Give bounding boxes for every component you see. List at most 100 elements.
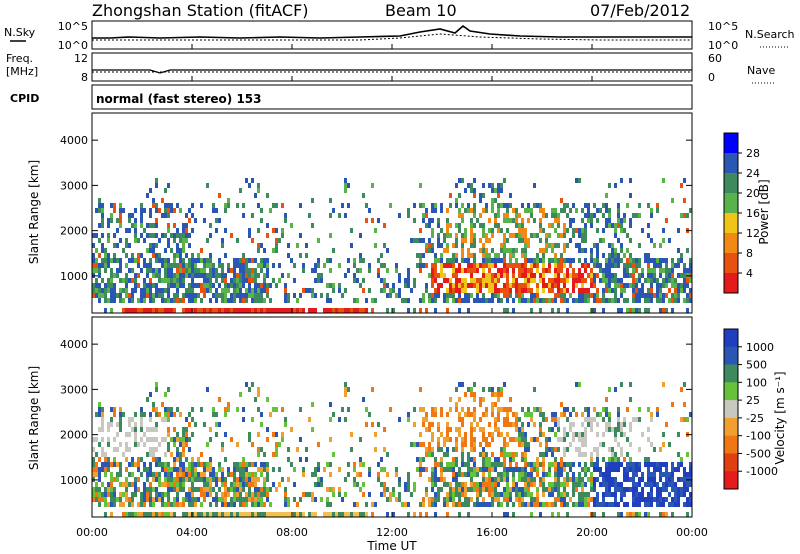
- data-cell: [371, 308, 374, 313]
- data-cell: [446, 218, 449, 223]
- data-cell: [590, 218, 593, 223]
- data-cell: [569, 427, 572, 432]
- data-cell: [92, 462, 95, 467]
- data-cell: [470, 223, 473, 228]
- data-cell: [521, 502, 524, 507]
- data-cell: [95, 283, 98, 288]
- data-cell: [467, 308, 470, 313]
- data-cell: [188, 412, 191, 417]
- data-cell: [431, 228, 434, 233]
- data-cell: [551, 283, 554, 288]
- data-cell: [527, 268, 530, 273]
- data-cell: [410, 442, 413, 447]
- data-cell: [113, 497, 116, 502]
- data-cell: [140, 308, 143, 313]
- data-cell: [437, 238, 440, 243]
- data-cell: [320, 482, 323, 487]
- data-cell: [137, 462, 140, 467]
- data-cell: [554, 422, 557, 427]
- data-cell: [98, 268, 101, 273]
- data-cell: [686, 278, 689, 283]
- data-cell: [218, 283, 221, 288]
- data-cell: [626, 298, 629, 303]
- data-cell: [482, 283, 485, 288]
- data-cell: [545, 417, 548, 422]
- data-cell: [545, 502, 548, 507]
- data-cell: [464, 482, 467, 487]
- data-cell: [509, 218, 512, 223]
- data-cell: [191, 288, 194, 293]
- data-cell: [101, 417, 104, 422]
- data-cell: [515, 288, 518, 293]
- data-cell: [656, 203, 659, 208]
- data-cell: [596, 288, 599, 293]
- data-cell: [446, 482, 449, 487]
- data-cell: [149, 502, 152, 507]
- data-cell: [587, 412, 590, 417]
- data-cell: [524, 283, 527, 288]
- data-cell: [458, 223, 461, 228]
- data-cell: [191, 298, 194, 303]
- data-cell: [206, 283, 209, 288]
- data-cell: [449, 288, 452, 293]
- data-cell: [446, 288, 449, 293]
- data-cell: [689, 472, 692, 477]
- data-cell: [191, 477, 194, 482]
- data-cell: [446, 243, 449, 248]
- data-cell: [620, 228, 623, 233]
- data-cell: [527, 422, 530, 427]
- data-cell: [671, 268, 674, 273]
- data-cell: [146, 467, 149, 472]
- data-cell: [455, 387, 458, 392]
- data-cell: [518, 432, 521, 437]
- data-cell: [575, 243, 578, 248]
- data-cell: [98, 457, 101, 462]
- data-cell: [473, 392, 476, 397]
- data-cell: [521, 298, 524, 303]
- data-cell: [518, 298, 521, 303]
- data-cell: [122, 412, 125, 417]
- data-cell: [521, 437, 524, 442]
- data-cell: [437, 437, 440, 442]
- data-cell: [659, 258, 662, 263]
- data-cell: [146, 283, 149, 288]
- data-cell: [500, 492, 503, 497]
- data-cell: [680, 462, 683, 467]
- data-cell: [455, 477, 458, 482]
- data-cell: [509, 452, 512, 457]
- data-cell: [665, 258, 668, 263]
- data-cell: [167, 203, 170, 208]
- data-cell: [290, 223, 293, 228]
- data-cell: [659, 467, 662, 472]
- data-cell: [263, 283, 266, 288]
- data-cell: [308, 492, 311, 497]
- data-cell: [173, 253, 176, 258]
- data-cell: [353, 263, 356, 268]
- data-cell: [629, 397, 632, 402]
- data-cell: [617, 502, 620, 507]
- data-cell: [194, 273, 197, 278]
- data-cell: [326, 502, 329, 507]
- data-cell: [98, 198, 101, 203]
- data-cell: [152, 273, 155, 278]
- data-cell: [452, 283, 455, 288]
- data-cell: [509, 283, 512, 288]
- data-cell: [206, 263, 209, 268]
- data-cell: [524, 288, 527, 293]
- data-cell: [623, 422, 626, 427]
- data-cell: [431, 298, 434, 303]
- data-cell: [689, 208, 692, 213]
- data-cell: [200, 462, 203, 467]
- data-cell: [581, 233, 584, 238]
- data-cell: [383, 492, 386, 497]
- data-cell: [137, 442, 140, 447]
- data-cell: [251, 472, 254, 477]
- data-cell: [467, 457, 470, 462]
- data-cell: [146, 308, 149, 313]
- data-cell: [203, 278, 206, 283]
- data-cell: [92, 243, 95, 248]
- data-cell: [260, 288, 263, 293]
- data-cell: [140, 417, 143, 422]
- data-cell: [191, 492, 194, 497]
- data-cell: [563, 412, 566, 417]
